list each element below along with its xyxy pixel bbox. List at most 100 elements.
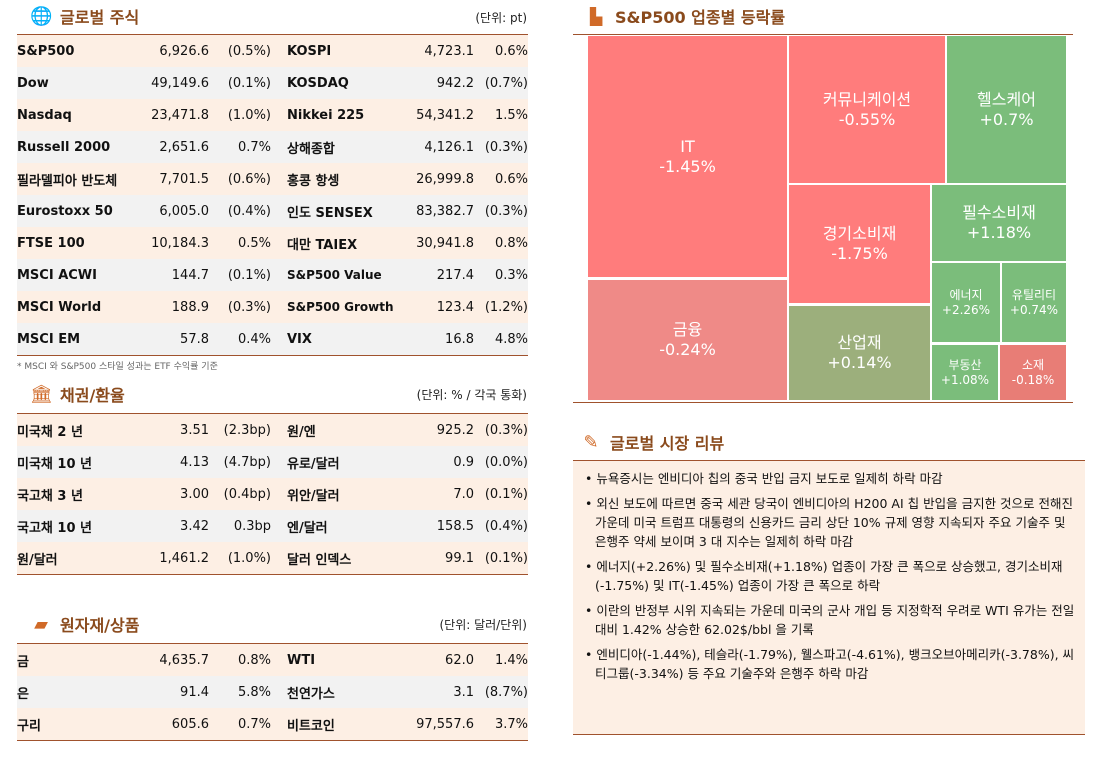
row-change: 0.6% xyxy=(494,171,528,187)
row-change: 1.5% xyxy=(494,107,528,123)
row-change: (0.1%) xyxy=(484,486,528,502)
row-name: 원/엔 xyxy=(287,424,316,440)
bank-icon: 🏛 xyxy=(30,383,53,405)
row-value: 0.9 xyxy=(453,454,474,470)
globe-icon: 🌐 xyxy=(30,5,53,27)
review-item: 엔비디아(-1.44%), 테슬라(-1.79%), 웰스파고(-4.61%),… xyxy=(583,645,1075,683)
table-row: 국고채 3 년 3.00 (0.4bp) 위안/달러 7.0 (0.1%) xyxy=(17,478,528,510)
row-change: (2.3bp) xyxy=(223,422,271,438)
row-name: Nasdaq xyxy=(17,107,72,123)
row-change: (0.3%) xyxy=(227,299,271,315)
row-value: 3.00 xyxy=(180,486,209,502)
review-item: 에너지(+2.26%) 및 필수소비재(+1.18%) 업종이 가장 큰 폭으로… xyxy=(583,557,1075,595)
row-change: 0.8% xyxy=(494,235,528,251)
row-value: 23,471.8 xyxy=(151,107,209,123)
sector-label: 커뮤니케이션 xyxy=(822,89,912,109)
row-change: 4.8% xyxy=(494,331,528,347)
row-change: 1.4% xyxy=(494,652,528,668)
equities-table: S&P500 6,926.6 (0.5%) KOSPI 4,723.1 0.6% Dow 49… xyxy=(17,34,528,356)
treemap-cell: 유틸리티 +0.74% xyxy=(1002,263,1066,342)
row-name: WTI xyxy=(287,652,316,668)
row-change: (0.7%) xyxy=(484,75,528,91)
row-name: 인도 SENSEX xyxy=(287,205,373,221)
section-title: 원자재/상품 xyxy=(60,616,140,635)
row-change: 0.6% xyxy=(494,43,528,59)
row-change: (1.0%) xyxy=(227,550,271,566)
table-row: S&P500 6,926.6 (0.5%) KOSPI 4,723.1 0.6% xyxy=(17,35,528,67)
table-row: Nasdaq 23,471.8 (1.0%) Nikkei 225 54,341.2 1.… xyxy=(17,99,528,131)
row-change: (0.4bp) xyxy=(223,486,271,502)
row-change: 0.7% xyxy=(237,716,271,732)
row-value: 4,635.7 xyxy=(159,652,209,668)
section-title: S&P500 업종별 등락률 xyxy=(615,8,786,27)
table-row: MSCI World 188.9 (0.3%) S&P500 Growth 123.4 (… xyxy=(17,291,528,323)
row-value: 6,926.6 xyxy=(159,43,209,59)
row-value: 54,341.2 xyxy=(416,107,474,123)
row-name: S&P500 Value xyxy=(287,268,382,282)
row-value: 4.13 xyxy=(180,454,209,470)
row-name: S&P500 Growth xyxy=(287,300,394,314)
row-value: 4,723.1 xyxy=(424,43,474,59)
row-change: 0.7% xyxy=(237,139,271,155)
row-name: FTSE 100 xyxy=(17,235,85,251)
treemap-cell: 금융 -0.24% xyxy=(588,280,787,400)
row-value: 1,461.2 xyxy=(159,550,209,566)
row-name: 국고채 3 년 xyxy=(17,488,83,504)
row-value: 4,126.1 xyxy=(424,139,474,155)
table-row: 은 91.4 5.8% 천연가스 3.1 (8.7%) xyxy=(17,676,528,708)
row-change: 0.8% xyxy=(237,652,271,668)
section-title: 채권/환율 xyxy=(60,386,125,405)
treemap-cell: 커뮤니케이션 -0.55% xyxy=(789,36,945,183)
treemap-cell: 헬스케어 +0.7% xyxy=(947,36,1066,183)
review-item: 이란의 반정부 시위 지속되는 가운데 미국의 군사 개입 등 지정학적 우려로… xyxy=(583,601,1075,639)
table-row: MSCI ACWI 144.7 (0.1%) S&P500 Value 217.4 0.3… xyxy=(17,259,528,291)
sector-label: 헬스케어 xyxy=(977,89,1036,109)
row-change: 0.4% xyxy=(237,331,271,347)
row-name: 비트코인 xyxy=(287,718,335,734)
review-header: ✎ 글로벌 시장 리뷰 xyxy=(580,430,724,454)
sector-label: 에너지 xyxy=(949,287,983,302)
row-value: 99.1 xyxy=(445,550,474,566)
sector-change: -0.55% xyxy=(838,109,896,129)
row-name: 달러 인덱스 xyxy=(287,552,352,568)
row-value: 91.4 xyxy=(180,684,209,700)
row-change: (0.4%) xyxy=(484,518,528,534)
row-change: (0.4%) xyxy=(227,203,271,219)
sector-change: +0.74% xyxy=(1009,302,1059,317)
row-name: 엔/달러 xyxy=(287,520,328,536)
commodities-header: ▰ 원자재/상품 xyxy=(30,612,139,636)
sector-label: IT xyxy=(680,136,695,156)
row-value: 925.2 xyxy=(436,422,474,438)
unit-label: (단위: 달러/단위) xyxy=(439,618,527,632)
row-change: (0.3%) xyxy=(484,139,528,155)
row-value: 158.5 xyxy=(436,518,474,534)
row-change: (0.0%) xyxy=(484,454,528,470)
table-row: 구리 605.6 0.7% 비트코인 97,557.6 3.7% xyxy=(17,708,528,740)
sector-change: -0.24% xyxy=(659,340,716,359)
table-row: 미국채 2 년 3.51 (2.3bp) 원/엔 925.2 (0.3%) xyxy=(17,414,528,446)
row-name: 금 xyxy=(17,654,29,670)
table-row: MSCI EM 57.8 0.4% VIX 16.8 4.8% xyxy=(17,323,528,355)
row-name: 홍콩 항셍 xyxy=(287,173,340,189)
row-name: KOSPI xyxy=(287,43,332,59)
row-value: 83,382.7 xyxy=(416,203,474,219)
review-item: 외신 보도에 따르면 중국 세관 당국이 엔비디아의 H200 AI 칩 반입을… xyxy=(583,494,1075,551)
table-row: Russell 2000 2,651.6 0.7% 상해종합 4,126.1 (0.3%) xyxy=(17,131,528,163)
row-value: 57.8 xyxy=(180,331,209,347)
sector-change: +0.14% xyxy=(827,353,892,372)
row-name: Russell 2000 xyxy=(17,139,111,155)
sector-label: 유틸리티 xyxy=(1011,287,1057,302)
row-name: Nikkei 225 xyxy=(287,107,365,123)
row-change: (0.1%) xyxy=(227,75,271,91)
row-value: 217.4 xyxy=(436,267,474,283)
row-name: 은 xyxy=(17,686,29,702)
row-change: 3.7% xyxy=(494,716,528,732)
sector-change: +0.7% xyxy=(979,109,1034,129)
row-name: 상해종합 xyxy=(287,141,335,157)
treemap-cell: 소재 -0.18% xyxy=(1000,345,1066,400)
sector-change: -0.18% xyxy=(1011,372,1055,387)
equities-header: 🌐 글로벌 주식 xyxy=(30,4,139,28)
row-value: 7,701.5 xyxy=(159,171,209,187)
row-change: (1.2%) xyxy=(484,299,528,315)
treemap-cell: 부동산 +1.08% xyxy=(932,345,998,400)
